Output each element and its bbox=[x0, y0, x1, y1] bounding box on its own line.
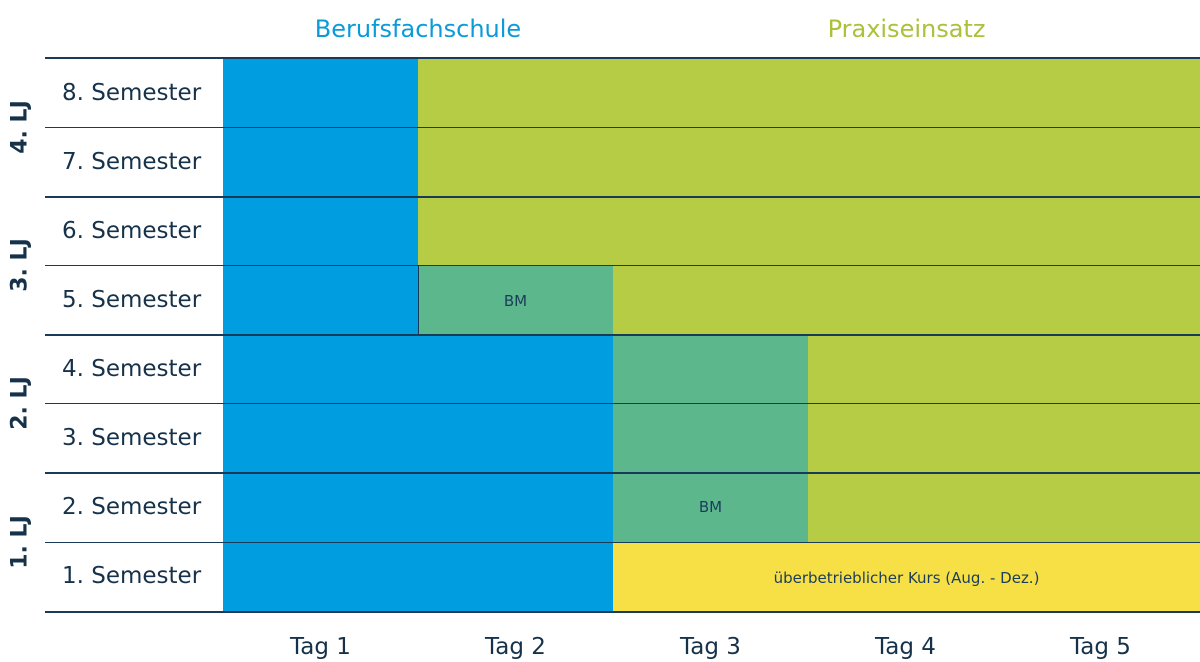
year-label-1: 1. LJ bbox=[0, 472, 40, 611]
header-praxiseinsatz: Praxiseinsatz bbox=[827, 15, 986, 43]
course-label: überbetrieblicher Kurs (Aug. - Dez.) bbox=[773, 568, 1040, 587]
bm-label-sem2: BM bbox=[698, 498, 723, 516]
line-top bbox=[45, 57, 1200, 59]
header-berufsfachschule: Berufsfachschule bbox=[314, 15, 522, 43]
year-label-1-text: 1. LJ bbox=[7, 514, 33, 569]
line-sem2-1 bbox=[45, 542, 1200, 543]
practice-block-sem2-4 bbox=[808, 335, 1200, 543]
semester-label-2: 2. Semester bbox=[62, 494, 202, 520]
semester-label-7: 7. Semester bbox=[62, 149, 202, 175]
year-label-2-text: 2. LJ bbox=[7, 376, 33, 430]
year-label-3-text: 3. LJ bbox=[7, 238, 33, 292]
day-label-3: Tag 3 bbox=[680, 634, 741, 660]
practice-block-sem5 bbox=[613, 266, 1200, 335]
separator-bm-sem5 bbox=[418, 266, 419, 335]
line-lj3-lj2 bbox=[45, 334, 1200, 336]
line-bottom bbox=[45, 611, 1200, 613]
course-block: überbetrieblicher Kurs (Aug. - Dez.) bbox=[613, 543, 1200, 612]
year-label-4: 4. LJ bbox=[0, 58, 40, 196]
line-lj4-lj3 bbox=[45, 196, 1200, 198]
line-sem6-5 bbox=[45, 265, 1200, 266]
line-lj2-lj1 bbox=[45, 472, 1200, 474]
bm-label-sem5: BM bbox=[503, 291, 528, 310]
semester-label-1: 1. Semester bbox=[62, 563, 202, 589]
year-label-4-text: 4. LJ bbox=[7, 100, 33, 154]
semester-label-4: 4. Semester bbox=[62, 356, 202, 382]
day-label-5: Tag 5 bbox=[1070, 634, 1131, 660]
bm-block-sem2-4: BM bbox=[613, 335, 808, 543]
practice-block-sem6-8 bbox=[418, 58, 1200, 266]
day-label-4: Tag 4 bbox=[875, 634, 936, 660]
year-label-2: 2. LJ bbox=[0, 334, 40, 472]
semester-label-5: 5. Semester bbox=[62, 287, 202, 313]
line-sem8-7 bbox=[45, 127, 1200, 128]
day-label-2: Tag 2 bbox=[485, 634, 546, 660]
line-sem4-3 bbox=[45, 403, 1200, 404]
bm-block-sem5: BM bbox=[418, 266, 613, 335]
semester-label-6: 6. Semester bbox=[62, 218, 202, 244]
semester-label-8: 8. Semester bbox=[62, 80, 202, 106]
year-label-3: 3. LJ bbox=[0, 196, 40, 334]
day-label-1: Tag 1 bbox=[290, 634, 351, 660]
semester-label-3: 3. Semester bbox=[62, 425, 202, 451]
